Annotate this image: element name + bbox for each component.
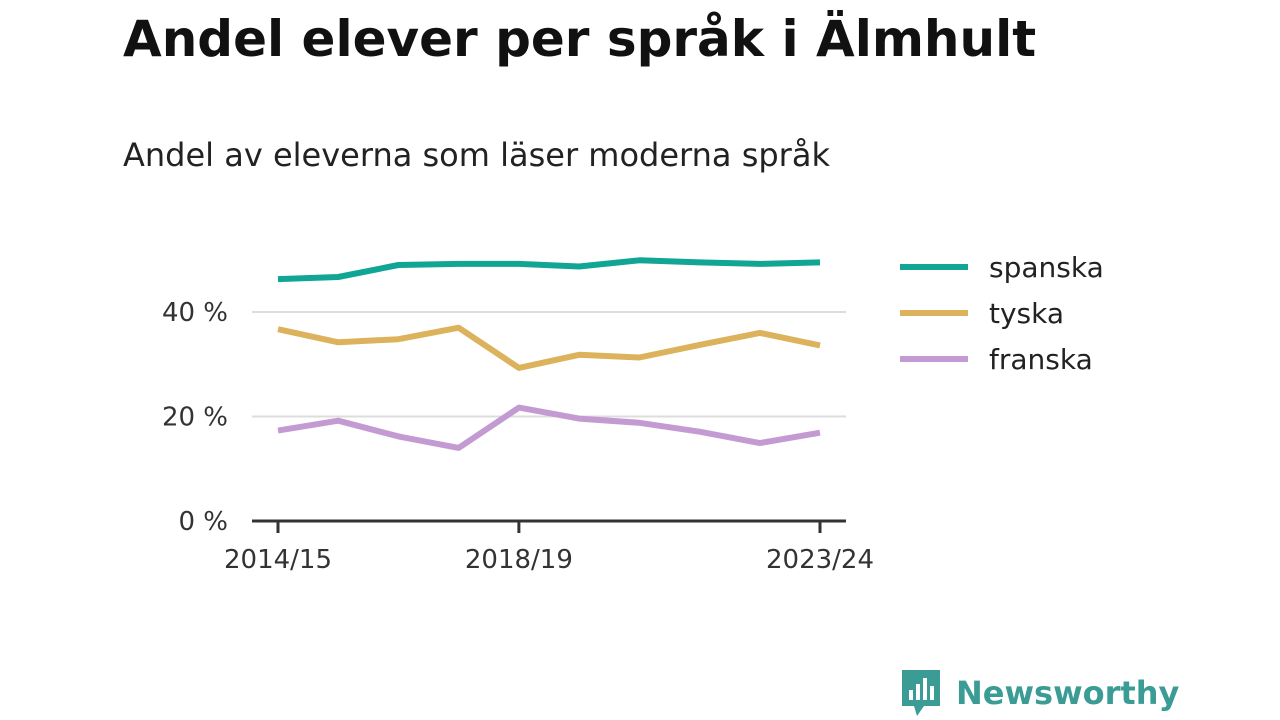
series-line-franska xyxy=(277,404,821,451)
legend: spanska tyska franska xyxy=(900,251,1104,376)
newsworthy-logo-text: Newsworthy xyxy=(956,674,1180,712)
series-line-spanska xyxy=(277,257,821,283)
legend-label-spanska: spanska xyxy=(989,251,1104,284)
chart-title: Andel elever per språk i Älmhult xyxy=(123,10,1037,68)
chart-subtitle: Andel av eleverna som läser moderna språ… xyxy=(123,136,830,174)
y-tick-label: 0 % xyxy=(178,507,228,537)
gridlines xyxy=(252,311,846,418)
series-line-tyska xyxy=(277,324,821,371)
x-tick-label: 2014/15 xyxy=(224,545,332,575)
legend-label-franska: franska xyxy=(989,343,1093,376)
newsworthy-logo-icon xyxy=(902,670,940,716)
series-lines xyxy=(277,257,821,451)
x-tick-label: 2018/19 xyxy=(465,545,573,575)
axes: 0 % 20 % 40 % 2014/15 2018/19 2023/24 xyxy=(162,298,874,575)
legend-label-tyska: tyska xyxy=(989,297,1064,330)
newsworthy-logo: Newsworthy xyxy=(900,668,1179,718)
y-tick-label: 40 % xyxy=(162,298,228,328)
x-tick-label: 2023/24 xyxy=(766,545,874,575)
y-tick-label: 20 % xyxy=(162,403,228,433)
